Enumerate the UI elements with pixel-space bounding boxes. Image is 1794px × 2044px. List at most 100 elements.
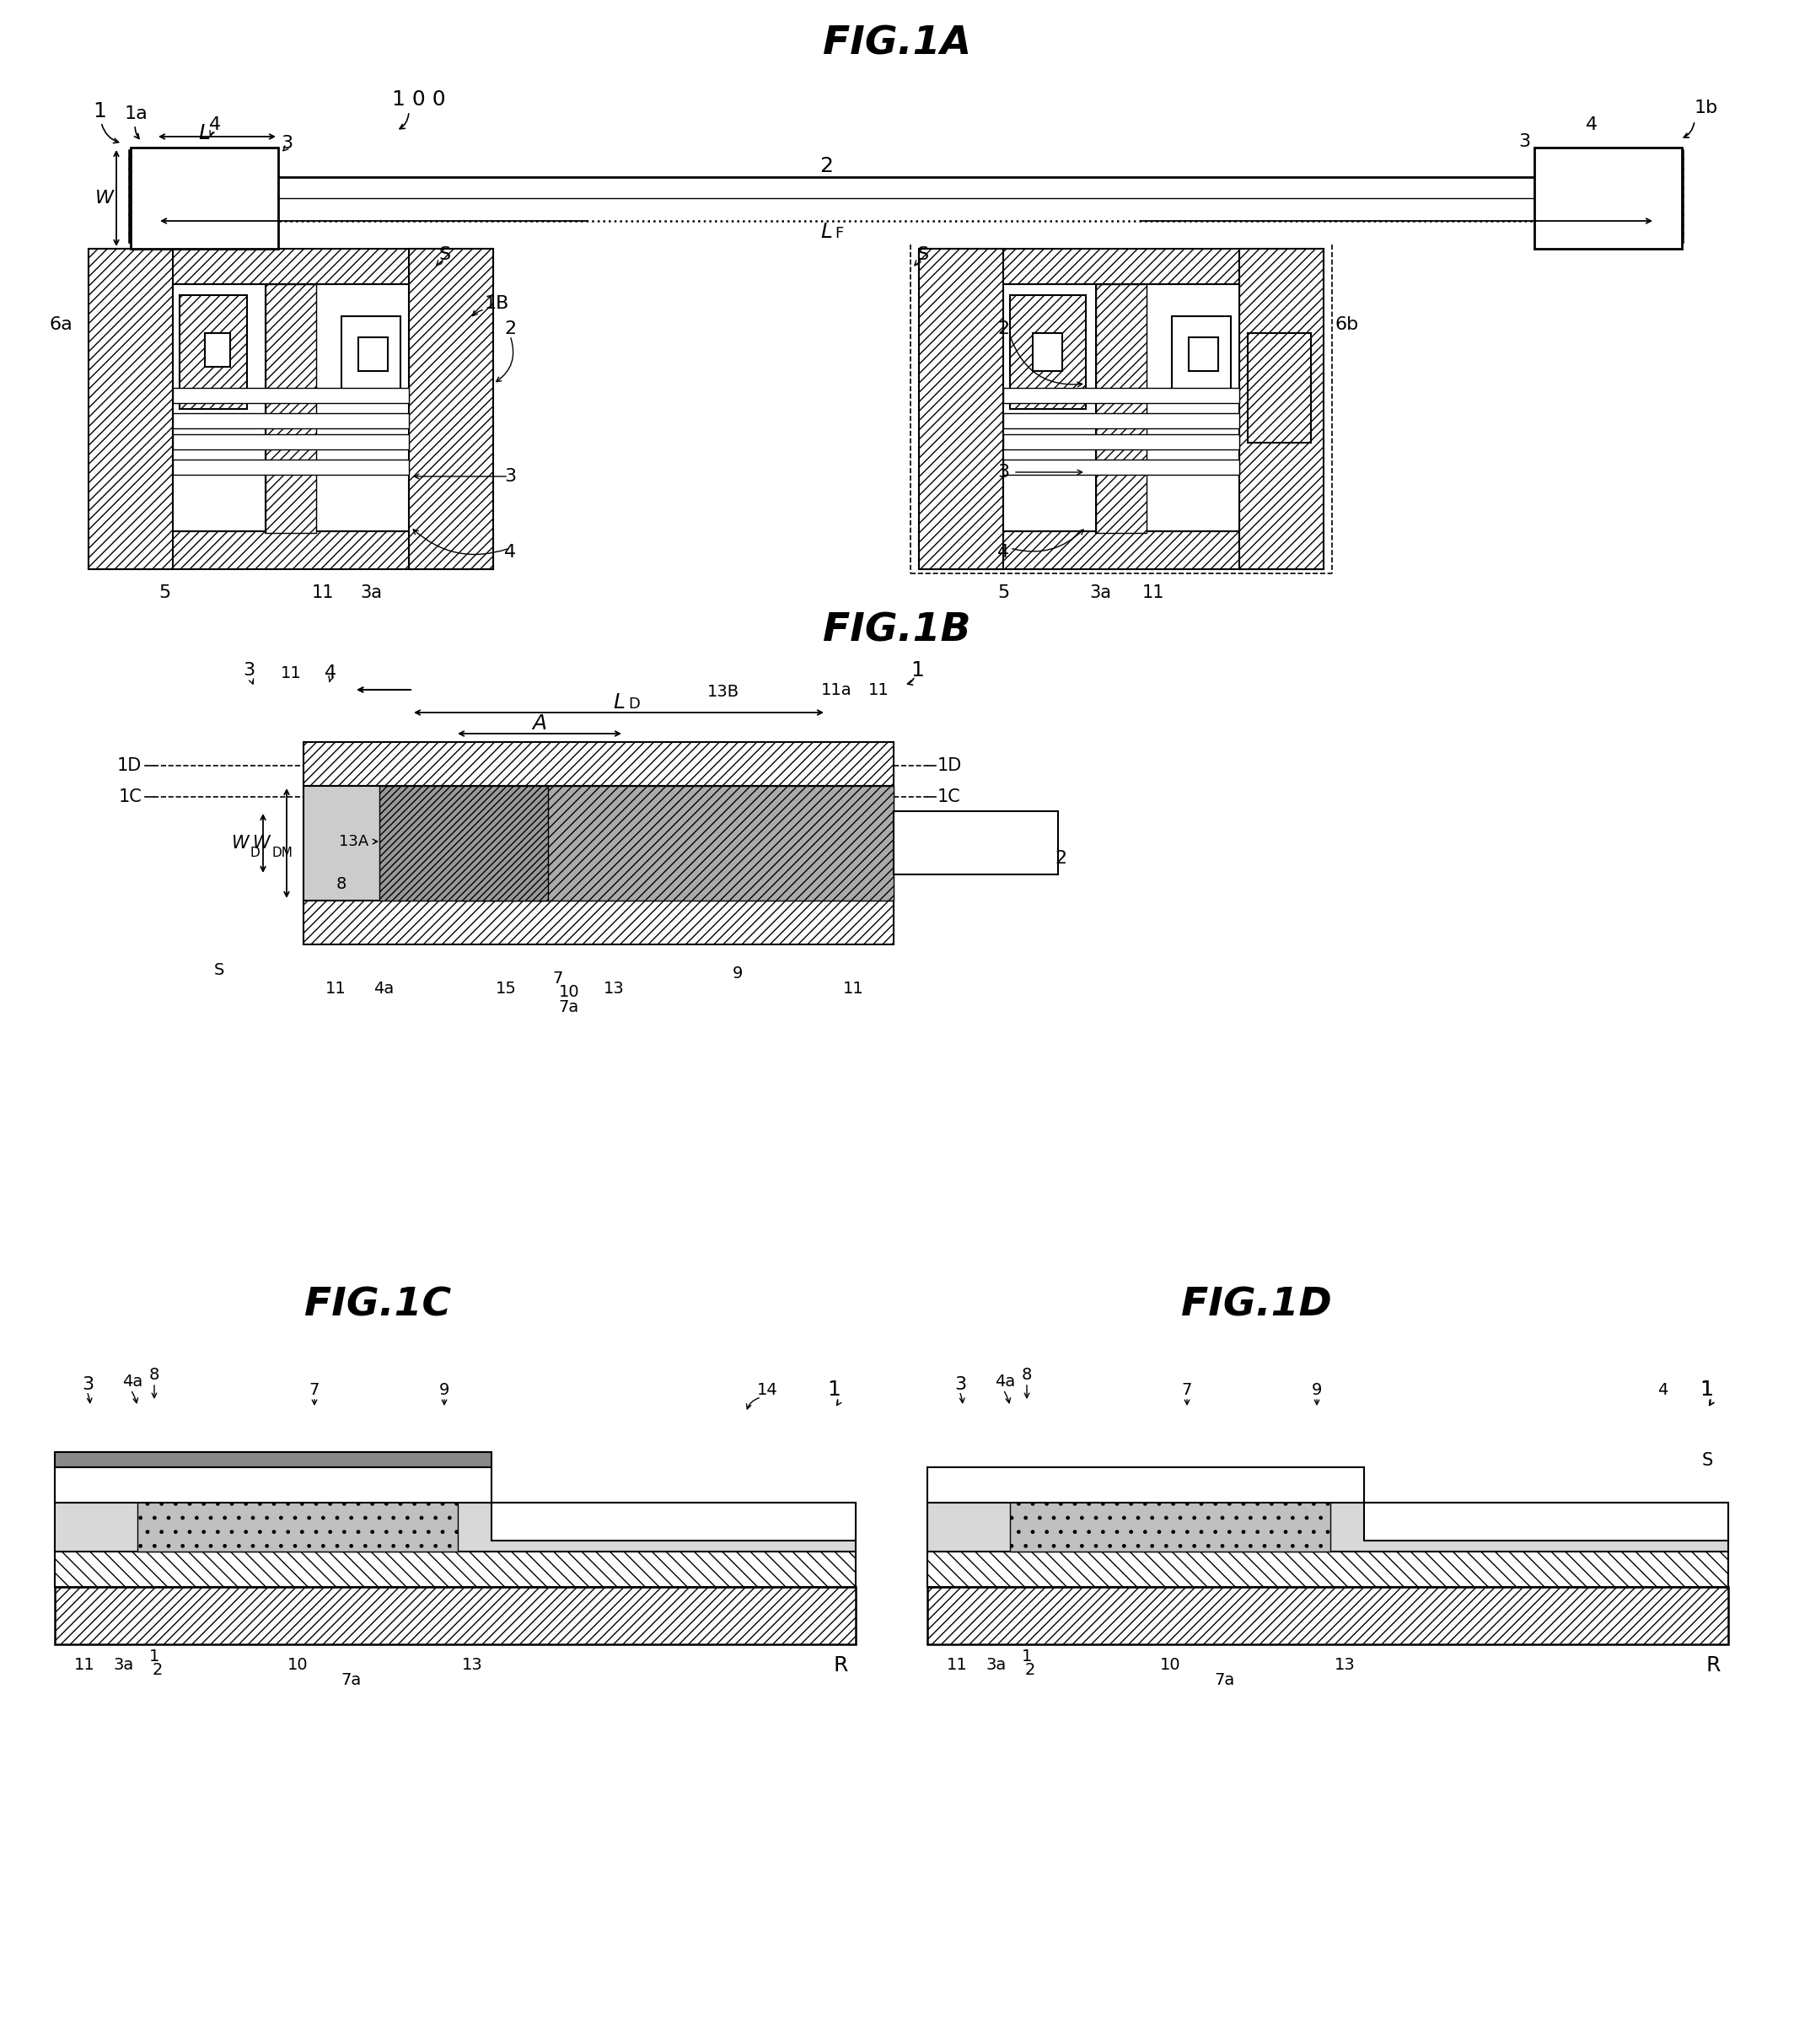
Bar xyxy=(1171,317,1231,392)
Bar xyxy=(893,811,1058,875)
Text: 4a: 4a xyxy=(373,981,395,995)
Bar xyxy=(303,742,893,785)
Text: 1: 1 xyxy=(1021,1650,1032,1666)
Text: 3: 3 xyxy=(997,464,1010,480)
Text: 9: 9 xyxy=(1311,1382,1322,1398)
Bar xyxy=(56,1468,492,1502)
Text: 10: 10 xyxy=(1159,1658,1180,1674)
Text: 4: 4 xyxy=(1658,1382,1668,1398)
Bar xyxy=(456,785,893,901)
Text: W: W xyxy=(231,834,249,852)
Text: 2: 2 xyxy=(1024,1662,1035,1678)
Bar xyxy=(303,785,893,901)
Text: 7: 7 xyxy=(309,1382,319,1398)
Text: 1D: 1D xyxy=(117,756,142,775)
Bar xyxy=(1534,147,1683,249)
Bar xyxy=(1033,333,1062,372)
Text: 6a: 6a xyxy=(48,317,72,333)
Text: 13B: 13B xyxy=(707,683,739,699)
Text: 1: 1 xyxy=(93,102,106,121)
Text: 4: 4 xyxy=(325,664,337,681)
Bar xyxy=(131,147,278,249)
Text: 11: 11 xyxy=(325,981,346,995)
Text: DM: DM xyxy=(271,846,292,861)
Text: 3: 3 xyxy=(83,1376,93,1394)
Text: 3: 3 xyxy=(1518,133,1530,149)
Bar xyxy=(179,294,248,409)
Bar xyxy=(1003,433,1240,450)
Text: 14: 14 xyxy=(757,1382,777,1398)
Bar xyxy=(172,388,409,403)
Text: D: D xyxy=(251,846,260,861)
Text: S: S xyxy=(1703,1451,1713,1470)
Text: L: L xyxy=(197,123,210,143)
Bar xyxy=(88,531,493,568)
Text: FIG.1C: FIG.1C xyxy=(305,1286,450,1325)
Text: 15: 15 xyxy=(495,981,517,995)
Text: 1C: 1C xyxy=(938,789,962,805)
Bar xyxy=(409,249,493,568)
Text: 7: 7 xyxy=(553,971,563,985)
Text: FIG.1B: FIG.1B xyxy=(823,611,971,650)
Text: 3a: 3a xyxy=(361,585,382,601)
Bar xyxy=(927,1502,1728,1551)
Bar xyxy=(379,785,547,901)
Text: F: F xyxy=(834,227,843,241)
Bar xyxy=(1010,1480,1331,1551)
Bar xyxy=(919,531,1324,568)
Text: 3a: 3a xyxy=(987,1658,1006,1674)
Text: 2: 2 xyxy=(820,155,832,176)
Text: 1D: 1D xyxy=(938,756,962,775)
Bar xyxy=(88,249,172,568)
Bar xyxy=(927,1586,1728,1643)
Text: 3: 3 xyxy=(280,135,292,151)
Text: 1b: 1b xyxy=(1695,100,1719,117)
Text: FIG.1D: FIG.1D xyxy=(1180,1286,1331,1325)
Text: 4: 4 xyxy=(1586,117,1598,133)
Bar xyxy=(1003,460,1240,474)
Text: 11: 11 xyxy=(868,683,888,697)
Bar xyxy=(1363,1502,1728,1541)
Text: 1: 1 xyxy=(1699,1380,1713,1400)
Text: L: L xyxy=(820,221,832,241)
Text: 6b: 6b xyxy=(1335,317,1360,333)
Text: 3a: 3a xyxy=(113,1658,135,1674)
Text: 8: 8 xyxy=(335,875,346,891)
Bar xyxy=(1003,413,1240,429)
Text: 5: 5 xyxy=(158,585,170,601)
Text: 10: 10 xyxy=(287,1658,309,1674)
Text: 11: 11 xyxy=(947,1658,967,1674)
Bar xyxy=(56,1502,856,1551)
Text: 9: 9 xyxy=(732,965,743,981)
Text: 1: 1 xyxy=(827,1380,841,1400)
Text: 3: 3 xyxy=(954,1376,967,1394)
Bar xyxy=(919,249,1003,568)
Text: 7a: 7a xyxy=(560,1000,579,1014)
Bar xyxy=(1240,249,1324,568)
Text: R: R xyxy=(1706,1656,1720,1676)
Text: 11: 11 xyxy=(1143,585,1164,601)
Text: 1: 1 xyxy=(1699,1380,1713,1400)
Bar xyxy=(1003,388,1240,403)
Text: 7a: 7a xyxy=(1215,1672,1234,1688)
Bar xyxy=(359,337,388,372)
Text: 13: 13 xyxy=(461,1658,483,1674)
Text: 13: 13 xyxy=(1335,1658,1354,1674)
Text: 2: 2 xyxy=(997,321,1010,337)
Text: 13: 13 xyxy=(603,981,624,995)
Bar xyxy=(56,1451,492,1468)
Bar xyxy=(172,460,409,474)
Text: 3: 3 xyxy=(242,662,255,679)
Text: FIG.1A: FIG.1A xyxy=(823,25,971,63)
Text: A: A xyxy=(533,713,547,734)
Text: 1: 1 xyxy=(149,1650,160,1666)
Text: 4a: 4a xyxy=(122,1374,144,1390)
Text: 8: 8 xyxy=(149,1367,160,1382)
Bar xyxy=(179,294,248,409)
Bar xyxy=(1096,284,1146,533)
Bar xyxy=(341,317,400,392)
Bar xyxy=(927,1468,1363,1502)
Text: 11: 11 xyxy=(280,664,301,681)
Text: 2: 2 xyxy=(504,321,517,337)
Text: 11a: 11a xyxy=(822,683,852,697)
